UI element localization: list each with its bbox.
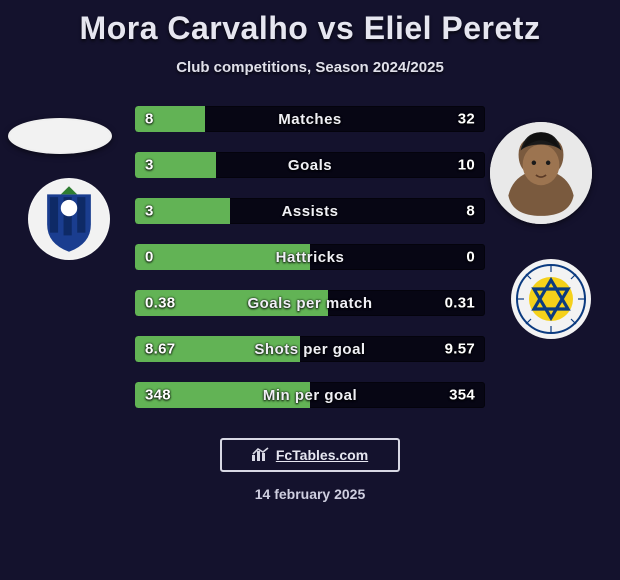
stat-row-goals: 3 Goals 10: [135, 152, 485, 178]
stat-label: Goals: [288, 157, 332, 174]
page-title: Mora Carvalho vs Eliel Peretz: [0, 0, 620, 47]
stat-label: Shots per goal: [254, 341, 365, 358]
stat-label: Min per goal: [263, 387, 357, 404]
stat-label: Matches: [278, 111, 342, 128]
stat-row-goals-per-match: 0.38 Goals per match 0.31: [135, 290, 485, 316]
value-right: 9.57: [445, 341, 475, 358]
value-left: 348: [145, 387, 171, 404]
chart-icon: [252, 447, 270, 464]
footer-date: 14 february 2025: [0, 486, 620, 502]
fctables-link[interactable]: FcTables.com: [220, 438, 400, 472]
value-right: 32: [458, 111, 475, 128]
stat-label: Hattricks: [276, 249, 345, 266]
stats-container: 8 Matches 32 3 Goals 10 3 Assists 8 0 Ha…: [135, 106, 485, 408]
value-left: 3: [145, 203, 154, 220]
stat-label: Goals per match: [247, 295, 372, 312]
value-left: 0: [145, 249, 154, 266]
value-right: 8: [466, 203, 475, 220]
season-subtitle: Club competitions, Season 2024/2025: [0, 59, 620, 76]
value-right: 354: [449, 387, 475, 404]
club-right-crest: [510, 258, 592, 340]
value-left: 8.67: [145, 341, 175, 358]
value-left: 8: [145, 111, 154, 128]
stat-row-min-per-goal: 348 Min per goal 354: [135, 382, 485, 408]
stat-row-hattricks: 0 Hattricks 0: [135, 244, 485, 270]
stat-row-assists: 3 Assists 8: [135, 198, 485, 224]
club-left-crest: [28, 178, 110, 260]
stat-row-shots-per-goal: 8.67 Shots per goal 9.57: [135, 336, 485, 362]
stat-row-matches: 8 Matches 32: [135, 106, 485, 132]
value-left: 3: [145, 157, 154, 174]
value-right: 10: [458, 157, 475, 174]
value-left: 0.38: [145, 295, 175, 312]
stat-label: Assists: [282, 203, 339, 220]
value-right: 0: [466, 249, 475, 266]
fctables-label: FcTables.com: [276, 447, 368, 463]
player-left-avatar: [8, 118, 112, 154]
player-right-avatar: [490, 122, 592, 224]
value-right: 0.31: [445, 295, 475, 312]
